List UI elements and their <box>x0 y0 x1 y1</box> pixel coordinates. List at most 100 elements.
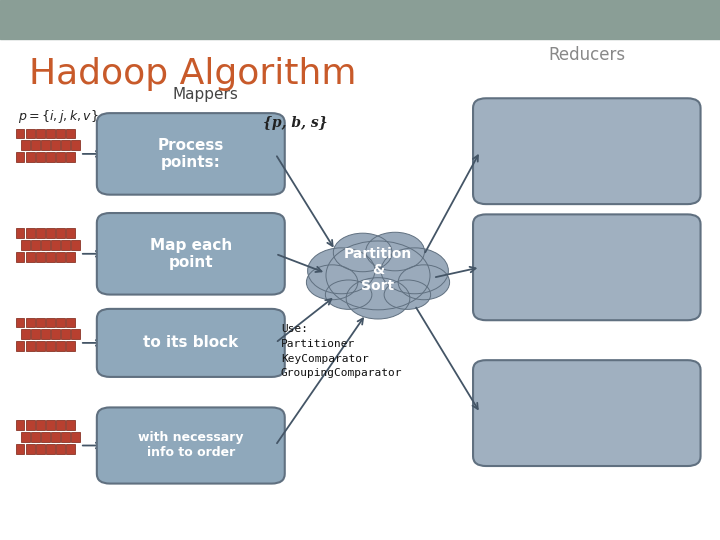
FancyBboxPatch shape <box>21 329 30 339</box>
FancyBboxPatch shape <box>46 129 55 138</box>
FancyBboxPatch shape <box>46 152 55 162</box>
FancyBboxPatch shape <box>71 140 80 150</box>
FancyBboxPatch shape <box>56 129 65 138</box>
Text: Use:
Partitioner
KeyComparator
GroupingComparator: Use: Partitioner KeyComparator GroupingC… <box>281 324 402 379</box>
FancyBboxPatch shape <box>56 252 65 262</box>
FancyBboxPatch shape <box>56 228 65 238</box>
FancyBboxPatch shape <box>473 98 701 204</box>
FancyBboxPatch shape <box>61 432 70 442</box>
FancyBboxPatch shape <box>66 318 75 327</box>
FancyBboxPatch shape <box>41 432 50 442</box>
FancyBboxPatch shape <box>56 152 65 162</box>
Text: Process
points:: Process points: <box>158 138 224 170</box>
FancyBboxPatch shape <box>26 341 35 351</box>
FancyBboxPatch shape <box>71 432 80 442</box>
Text: Mappers: Mappers <box>172 87 238 103</box>
FancyBboxPatch shape <box>36 444 45 454</box>
FancyBboxPatch shape <box>51 329 60 339</box>
Text: Hadoop Algorithm: Hadoop Algorithm <box>29 57 356 91</box>
FancyBboxPatch shape <box>56 318 65 327</box>
FancyBboxPatch shape <box>26 252 35 262</box>
FancyBboxPatch shape <box>66 129 75 138</box>
FancyBboxPatch shape <box>51 240 60 250</box>
FancyBboxPatch shape <box>26 152 35 162</box>
FancyBboxPatch shape <box>36 341 45 351</box>
Ellipse shape <box>325 280 372 309</box>
FancyBboxPatch shape <box>31 432 40 442</box>
FancyBboxPatch shape <box>21 432 30 442</box>
FancyBboxPatch shape <box>16 252 24 262</box>
FancyBboxPatch shape <box>71 329 80 339</box>
FancyBboxPatch shape <box>473 214 701 320</box>
FancyBboxPatch shape <box>36 318 45 327</box>
FancyBboxPatch shape <box>71 240 80 250</box>
FancyBboxPatch shape <box>97 407 285 484</box>
Ellipse shape <box>346 278 410 319</box>
FancyBboxPatch shape <box>66 228 75 238</box>
FancyBboxPatch shape <box>41 329 50 339</box>
Text: to its block: to its block <box>143 335 238 350</box>
FancyBboxPatch shape <box>97 113 285 195</box>
FancyBboxPatch shape <box>16 152 24 162</box>
Text: {p, b, s}: {p, b, s} <box>263 116 328 130</box>
FancyBboxPatch shape <box>36 129 45 138</box>
FancyBboxPatch shape <box>16 341 24 351</box>
FancyBboxPatch shape <box>36 152 45 162</box>
FancyBboxPatch shape <box>21 140 30 150</box>
Ellipse shape <box>398 265 449 300</box>
FancyBboxPatch shape <box>61 240 70 250</box>
Text: Map each
point: Map each point <box>150 238 232 270</box>
FancyBboxPatch shape <box>46 420 55 430</box>
Ellipse shape <box>384 280 431 309</box>
FancyBboxPatch shape <box>46 341 55 351</box>
Ellipse shape <box>307 248 375 294</box>
FancyBboxPatch shape <box>36 228 45 238</box>
FancyBboxPatch shape <box>56 420 65 430</box>
FancyBboxPatch shape <box>31 140 40 150</box>
FancyBboxPatch shape <box>66 341 75 351</box>
FancyBboxPatch shape <box>31 240 40 250</box>
Ellipse shape <box>381 248 449 294</box>
FancyBboxPatch shape <box>46 318 55 327</box>
Ellipse shape <box>307 265 358 300</box>
Text: with necessary
info to order: with necessary info to order <box>138 431 243 460</box>
FancyBboxPatch shape <box>16 420 24 430</box>
Text: $p=\{i, j, k, v\}$: $p=\{i, j, k, v\}$ <box>18 108 99 125</box>
FancyBboxPatch shape <box>31 329 40 339</box>
FancyBboxPatch shape <box>26 318 35 327</box>
FancyBboxPatch shape <box>16 318 24 327</box>
FancyBboxPatch shape <box>56 341 65 351</box>
FancyBboxPatch shape <box>46 228 55 238</box>
FancyBboxPatch shape <box>66 444 75 454</box>
FancyBboxPatch shape <box>16 444 24 454</box>
Ellipse shape <box>333 233 392 272</box>
Ellipse shape <box>366 232 425 271</box>
Text: Partition
&
Sort: Partition & Sort <box>344 247 412 293</box>
Text: Reducers: Reducers <box>548 46 626 64</box>
FancyBboxPatch shape <box>36 420 45 430</box>
FancyBboxPatch shape <box>51 140 60 150</box>
FancyBboxPatch shape <box>61 140 70 150</box>
FancyBboxPatch shape <box>56 444 65 454</box>
FancyBboxPatch shape <box>97 213 285 295</box>
FancyBboxPatch shape <box>97 309 285 377</box>
FancyBboxPatch shape <box>41 240 50 250</box>
FancyBboxPatch shape <box>26 228 35 238</box>
FancyBboxPatch shape <box>26 129 35 138</box>
FancyBboxPatch shape <box>36 252 45 262</box>
Ellipse shape <box>326 241 430 310</box>
FancyBboxPatch shape <box>51 432 60 442</box>
FancyBboxPatch shape <box>473 360 701 466</box>
FancyBboxPatch shape <box>16 129 24 138</box>
FancyBboxPatch shape <box>46 444 55 454</box>
FancyBboxPatch shape <box>46 252 55 262</box>
FancyBboxPatch shape <box>61 329 70 339</box>
FancyBboxPatch shape <box>66 252 75 262</box>
FancyBboxPatch shape <box>26 420 35 430</box>
FancyBboxPatch shape <box>21 240 30 250</box>
FancyBboxPatch shape <box>41 140 50 150</box>
FancyBboxPatch shape <box>66 152 75 162</box>
FancyBboxPatch shape <box>26 444 35 454</box>
FancyBboxPatch shape <box>66 420 75 430</box>
FancyBboxPatch shape <box>16 228 24 238</box>
